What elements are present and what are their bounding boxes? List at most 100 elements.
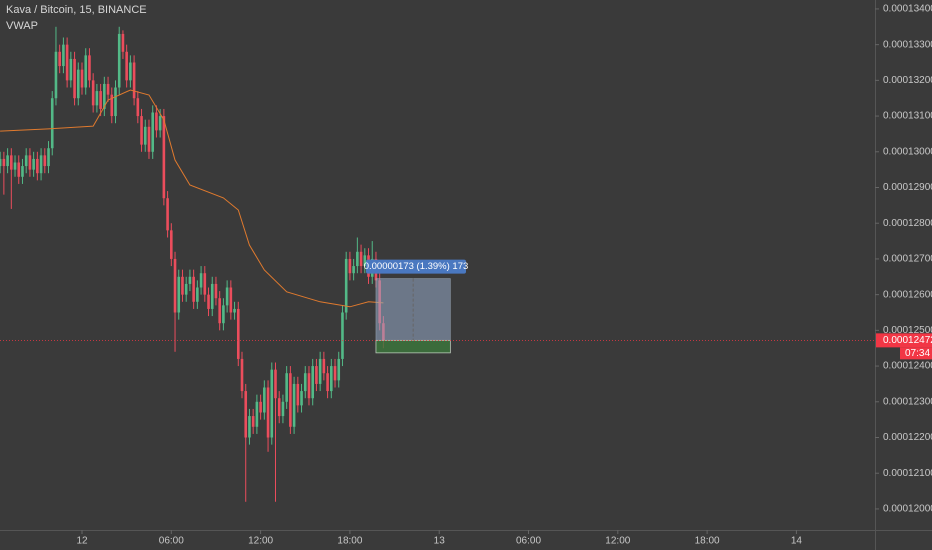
- candle-body: [43, 155, 47, 167]
- candle-body: [199, 273, 203, 288]
- candle-body: [69, 58, 73, 81]
- y-tick-label: 0.00012500: [883, 325, 932, 336]
- candle-body: [218, 298, 221, 324]
- candle-body: [263, 387, 266, 413]
- candle-body: [80, 69, 84, 88]
- y-tick-label: 0.00012000: [883, 504, 932, 515]
- candle-body: [222, 305, 225, 324]
- candle-body: [166, 198, 169, 231]
- candle-body: [318, 358, 322, 384]
- candle-body: [196, 287, 199, 302]
- x-tick-label: 14: [791, 536, 803, 547]
- candle-body: [292, 383, 296, 427]
- candle-body: [28, 155, 32, 170]
- candle-body: [84, 55, 88, 88]
- candle-body: [344, 258, 348, 313]
- candle-body: [136, 98, 140, 117]
- candle-body: [65, 44, 69, 81]
- y-tick-label: 0.00013400: [883, 4, 932, 15]
- candle-body: [363, 255, 367, 267]
- candle-body: [259, 401, 262, 413]
- candle-body: [162, 116, 166, 199]
- candle-body: [333, 366, 337, 381]
- candle-body: [233, 308, 236, 313]
- candle-body: [21, 166, 24, 177]
- candle-body: [32, 158, 35, 170]
- candle-body: [240, 358, 244, 392]
- candle-body: [24, 155, 28, 167]
- candle-body: [255, 401, 259, 427]
- candle-body: [143, 126, 147, 145]
- candle-body: [192, 276, 195, 302]
- candle-body: [326, 373, 329, 392]
- vwap-line: [0, 89, 384, 308]
- candle-body: [270, 369, 274, 438]
- candle-body: [73, 58, 76, 99]
- candle-body: [300, 391, 303, 406]
- candle-body: [95, 91, 99, 106]
- candle-body: [296, 383, 300, 406]
- y-tick-label: 0.00012100: [883, 468, 932, 479]
- candle-body: [207, 294, 210, 309]
- candle-body: [281, 401, 285, 417]
- candle-body: [103, 83, 106, 109]
- candle-body: [158, 116, 162, 131]
- candle-body: [140, 116, 143, 145]
- candle-body: [2, 158, 6, 167]
- candle-body: [170, 230, 173, 259]
- candle-body: [110, 94, 114, 117]
- y-tick-label: 0.00012600: [883, 289, 932, 300]
- x-tick-label: 06:00: [159, 536, 184, 547]
- y-tick-label: 0.00012800: [883, 218, 932, 229]
- candle-body: [13, 162, 17, 170]
- candle-body: [91, 80, 95, 106]
- candle-body: [214, 283, 218, 299]
- candle-body: [54, 51, 58, 99]
- y-tick-label: 0.00012300: [883, 396, 932, 407]
- position-label: 0.00000173 (1.39%) 173: [364, 261, 469, 272]
- indicator-legend: VWAP: [6, 20, 38, 32]
- candle-body: [181, 276, 184, 295]
- candle-body: [76, 69, 80, 99]
- last-price-tag: [876, 333, 932, 348]
- candle-body: [330, 366, 333, 392]
- candle-body: [244, 391, 248, 438]
- x-tick-label: 13: [434, 536, 446, 547]
- candle-body: [251, 416, 255, 427]
- candle-body: [236, 308, 240, 359]
- position-loss-zone: [375, 339, 451, 354]
- candle-body: [50, 98, 54, 149]
- candle-body: [229, 287, 233, 313]
- candle-body: [39, 155, 43, 174]
- y-tick-label: 0.00013200: [883, 75, 932, 86]
- candle-body: [266, 387, 270, 438]
- y-tick-label: 0.00013300: [883, 39, 932, 50]
- candle-body: [184, 283, 188, 295]
- candle-body: [132, 62, 136, 99]
- candle-body: [121, 33, 125, 52]
- candle-body: [359, 251, 363, 267]
- y-tick-label: 0.00013000: [883, 146, 932, 157]
- candle-body: [341, 312, 344, 359]
- x-tick-label: 12:00: [605, 536, 630, 547]
- candle-body: [274, 369, 277, 399]
- candle-body: [17, 162, 21, 177]
- candle-body: [311, 366, 315, 399]
- candle-body: [155, 112, 158, 131]
- x-tick-label: 06:00: [516, 536, 541, 547]
- candle-body: [315, 366, 318, 384]
- candle-body: [10, 155, 13, 170]
- candle-body: [0, 158, 2, 167]
- candle-body: [210, 283, 214, 309]
- y-tick-label: 0.00013100: [883, 111, 932, 122]
- candle-body: [303, 373, 307, 392]
- candle-body: [173, 258, 177, 313]
- candle-body: [147, 126, 151, 152]
- candle-body: [88, 55, 91, 81]
- candle-body: [285, 373, 288, 402]
- y-tick-label: 0.00012700: [883, 254, 932, 265]
- candle-body: [47, 148, 50, 167]
- candle-body: [348, 258, 352, 274]
